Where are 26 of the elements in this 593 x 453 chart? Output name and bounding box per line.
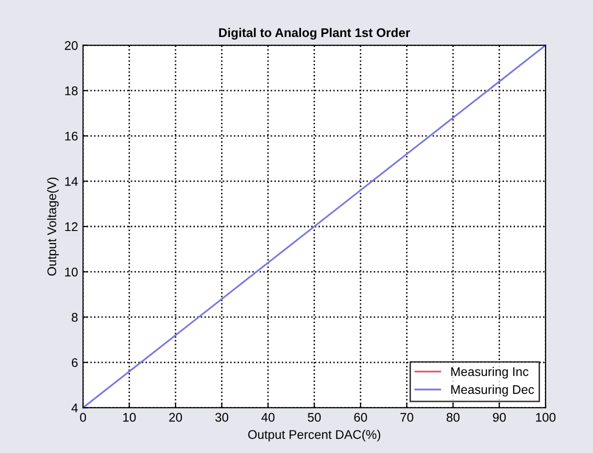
x-tick-label: 70 (400, 412, 414, 422)
x-tick-label: 50 (308, 412, 321, 422)
x-tick-label: 0 (80, 412, 86, 422)
y-tick-label: 4 (71, 404, 78, 412)
y-tick-label: 10 (65, 268, 78, 276)
y-axis-title: Output Voltage(V) (47, 178, 59, 276)
x-tick-label: 90 (492, 412, 506, 422)
y-tick-label: 18 (65, 86, 78, 96)
x-tick-label: 10 (123, 412, 136, 422)
y-tick-label: 12 (65, 222, 78, 232)
x-tick-label: 40 (261, 412, 274, 422)
x-tick-label: 30 (215, 412, 228, 422)
x-tick-label: 100 (536, 412, 556, 422)
y-tick-label: 16 (65, 132, 78, 141)
chart-title: Digital to Analog Plant 1st Order (219, 28, 410, 40)
x-tick-label: 20 (169, 412, 182, 422)
legend-label: Measuring Dec (451, 384, 534, 396)
line-series (83, 45, 546, 408)
x-tick-label: 60 (354, 412, 368, 422)
y-tick-label: 20 (64, 41, 78, 50)
legend-label: Measuring Inc (451, 366, 528, 379)
y-tick-label: 8 (72, 312, 78, 322)
x-axis-title: Output Percent DAC(%) (248, 430, 380, 442)
x-tick-label: 80 (446, 412, 460, 422)
y-tick-label: 14 (65, 177, 78, 186)
y-tick-label: 6 (72, 358, 78, 368)
